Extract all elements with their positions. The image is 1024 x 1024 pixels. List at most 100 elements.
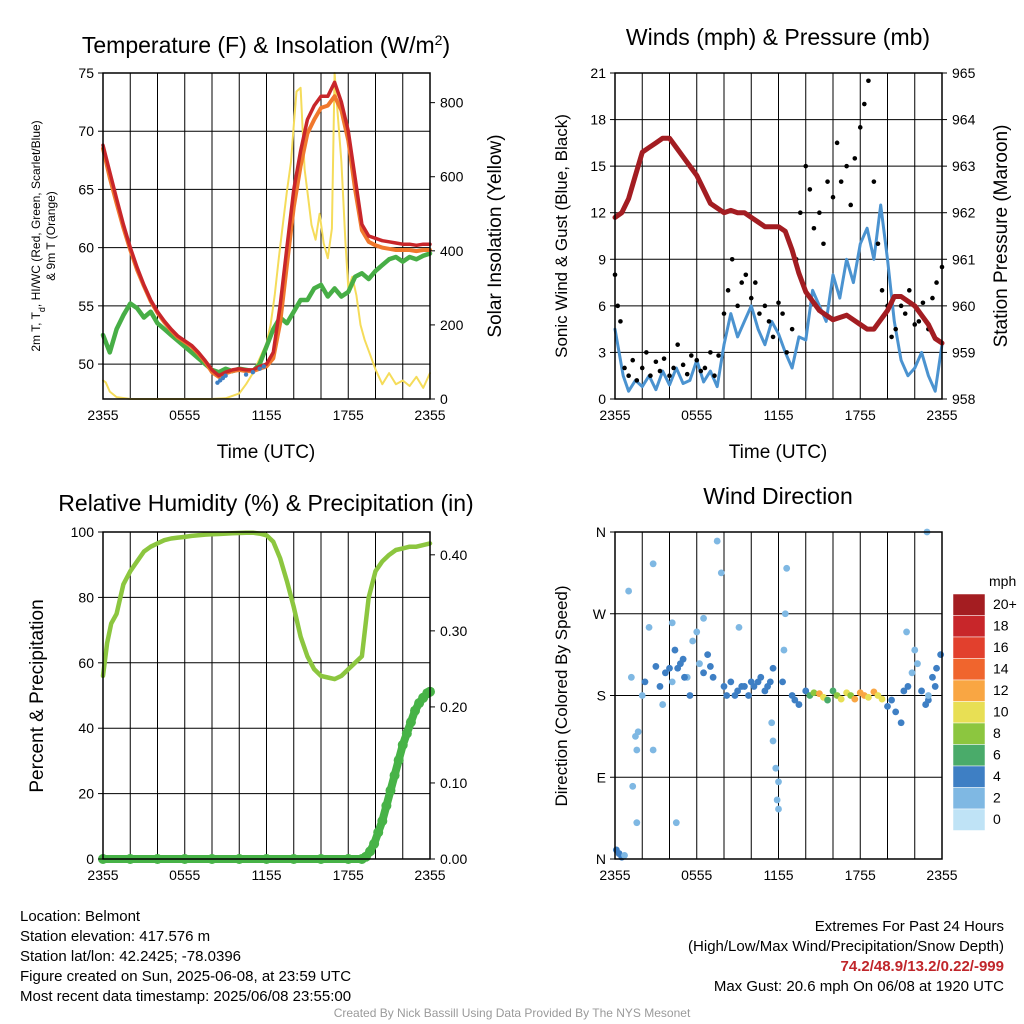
y-tick-label: S [597,688,606,704]
pressure-y-axis-label: Station Pressure (Maroon) [991,125,1012,348]
gust-point [844,163,849,169]
wind-direction-point [633,819,641,827]
y2-tick-label: 959 [952,344,976,360]
y-tick-label: N [596,851,606,867]
legend-label: 6 [993,747,1001,763]
y2-tick-label: 400 [440,243,464,259]
wind-direction-point [892,708,900,716]
y2-tick-label: 0.20 [440,699,467,715]
y-tick-label: 9 [598,251,606,267]
y2-tick-label: 800 [440,95,464,111]
temperature-x-axis-label: Time (UTC) [217,442,316,463]
gust-point [852,156,858,161]
wind-direction-point [629,782,637,790]
wind-direction-point [706,663,714,670]
y-tick-label: 55 [78,298,94,314]
hiwc-point [250,370,256,375]
wind-direction-point [727,678,735,686]
temp-2m-line [101,80,432,378]
wind-direction-chart-title: Wind Direction [703,483,853,509]
gust-point [770,334,776,340]
wind-direction-point [775,805,782,813]
legend-swatch [952,636,986,659]
wind-direction-point [717,569,725,577]
y2-tick-label: 964 [952,112,976,128]
wind-direction-point [772,764,780,772]
y-tick-label: 0 [598,391,606,407]
gust-point [684,371,690,377]
wind-direction-point [810,689,818,697]
insolation-y-axis-label: Solar Insolation (Yellow) [485,134,506,337]
precip-point [377,815,388,826]
y2-tick-label: 0.40 [440,547,467,563]
wind-direction-point [878,695,886,703]
plot-frame [102,72,431,400]
gust-point [757,311,762,316]
wind-direction-point [649,746,657,754]
x-tick-label: 1155 [251,407,281,423]
wind-direction-point [638,692,646,699]
wind-direction-point [931,683,939,690]
gust-point [902,311,908,316]
x-tick-label: 1755 [333,867,364,883]
humidity-chart: 2355 0555 1155 1755 23550204060801000.000.10… [27,490,474,883]
precip-point [410,705,421,716]
latlon-text: Station lat/lon: 42.2425; -78.0396 [20,948,242,965]
y-tick-label: 75 [78,65,94,81]
wind-direction-point [924,692,932,699]
y-tick-label: 21 [590,65,606,81]
wind-direction-point [671,646,679,654]
credit-text: Created By Nick Bassill Using Data Provi… [333,1006,691,1020]
x-tick-label: 2355 [414,867,445,883]
wind-direction-point [652,663,660,670]
gust-point [875,241,881,247]
x-tick-label: 0555 [169,407,200,423]
wind-direction-point [696,660,703,668]
precip-point [389,770,400,781]
hiwc-point [257,366,262,371]
gust-point [766,319,772,324]
wind-direction-point [689,637,697,645]
temperature-chart: 2355 0555 1155 1755 2355 50 55 60 65 70 75 0 200 400 6… [29,32,506,463]
y2-tick-label: 963 [952,158,976,174]
y-tick-label: W [593,606,607,622]
y-tick-label: 12 [590,205,606,221]
y-tick-label: 80 [78,589,94,605]
direction-y-axis-label: Direction (Colored By Speed) [552,585,571,806]
gust-point [615,303,621,309]
gust-point [780,311,785,316]
wind-direction-point [745,692,752,699]
y2-tick-label: 965 [952,65,976,81]
precip-point [397,739,408,750]
wind-direction-point [897,719,905,727]
wind-speed-line [613,203,944,393]
gust-point [735,303,740,309]
wind-direction-point [865,693,872,701]
gust-point [708,350,713,355]
legend-swatch [952,722,986,745]
wind-direction-point [693,628,701,636]
wind-direction-point [668,678,676,686]
wind-direction-point [634,728,642,736]
gust-point [821,241,826,247]
x-tick-label: 2355 [414,407,445,423]
legend-label: 20+ [993,596,1017,612]
extremes-values: 74.2/48.9/13.2/0.22/-999 [840,958,1004,975]
wind-direction-point [621,851,628,859]
wind-direction-point [769,737,777,745]
wind-direction-point [659,701,667,708]
precip-point [381,800,392,811]
x-tick-label: 2355 [87,407,118,423]
wind-direction-point [668,619,676,627]
recent-text: Most recent data timestamp: 2025/06/08 2… [20,988,352,1005]
gust-point [667,373,672,379]
wind-direction-point [766,678,774,686]
gust-point [702,365,708,371]
wind-direction-point [775,778,782,786]
gust-point [648,373,653,379]
precip-point [365,846,376,857]
gust-point [729,256,735,262]
dewpoint-line [100,251,433,375]
x-tick-label: 1755 [845,407,876,423]
extremes-info: Extremes For Past 24 Hours (High/Low/Max… [688,917,1004,997]
